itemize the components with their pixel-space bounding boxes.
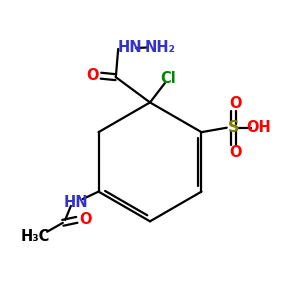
- Text: NH₂: NH₂: [144, 40, 175, 55]
- Text: HN: HN: [117, 40, 142, 55]
- Text: O: O: [229, 145, 241, 160]
- Text: O: O: [86, 68, 98, 83]
- Text: O: O: [80, 212, 92, 227]
- Text: H₃C: H₃C: [20, 229, 50, 244]
- Text: Cl: Cl: [160, 71, 176, 86]
- Text: S: S: [228, 120, 239, 135]
- Text: HN: HN: [63, 194, 88, 209]
- Text: OH: OH: [247, 120, 271, 135]
- Text: O: O: [229, 95, 241, 110]
